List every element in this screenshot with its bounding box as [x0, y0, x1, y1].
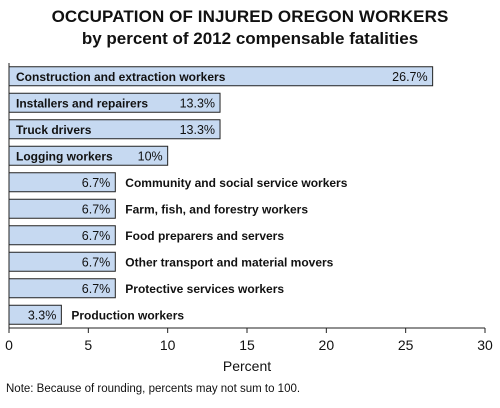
x-tick-label: 30	[477, 337, 493, 353]
category-label: Community and social service workers	[125, 176, 347, 190]
data-label: 26.7%	[392, 70, 427, 84]
bar	[8, 66, 434, 87]
x-tick-label: 0	[5, 337, 13, 353]
footnote: Note: Because of rounding, percents may …	[6, 383, 301, 395]
x-tick-label: 15	[239, 337, 255, 353]
data-label: 13.3%	[180, 123, 215, 137]
bar-chart: Construction and extraction workers 26.7%…	[5, 63, 493, 374]
data-label: 3.3%	[28, 308, 57, 322]
bar	[8, 145, 169, 166]
bar	[8, 304, 62, 325]
chart-title-block: OCCUPATION OF INJURED OREGON WORKERS by …	[0, 6, 500, 50]
bar	[8, 119, 221, 140]
data-label: 6.7%	[82, 229, 111, 243]
x-tick-label: 5	[84, 337, 92, 353]
category-label: Protective services workers	[125, 282, 284, 296]
x-tick-label: 25	[398, 337, 414, 353]
chart-subtitle: by percent of 2012 compensable fatalitie…	[81, 29, 419, 48]
data-label: 6.7%	[82, 202, 111, 216]
bar	[8, 92, 221, 113]
data-label: 6.7%	[82, 282, 111, 296]
category-label: Other transport and material movers	[125, 255, 333, 269]
x-axis-label: Percent	[223, 358, 271, 374]
bar	[8, 278, 116, 299]
category-label: Installers and repairers	[16, 96, 148, 110]
data-label: 10%	[138, 149, 163, 163]
category-label: Truck drivers	[16, 123, 92, 137]
category-label: Farm, fish, and forestry workers	[125, 202, 308, 216]
x-tick-label: 20	[319, 337, 335, 353]
category-label: Food preparers and servers	[125, 229, 284, 243]
data-label: 6.7%	[82, 255, 111, 269]
x-tick-label: 10	[160, 337, 176, 353]
category-label: Production workers	[71, 308, 184, 322]
category-label: Construction and extraction workers	[16, 70, 226, 84]
bar	[8, 172, 116, 193]
data-label: 6.7%	[82, 176, 111, 190]
category-label: Logging workers	[16, 149, 113, 163]
bar	[8, 225, 116, 246]
bar	[8, 251, 116, 272]
bar	[8, 198, 116, 219]
chart-title: OCCUPATION OF INJURED OREGON WORKERS	[51, 7, 449, 26]
data-label: 13.3%	[180, 96, 215, 110]
